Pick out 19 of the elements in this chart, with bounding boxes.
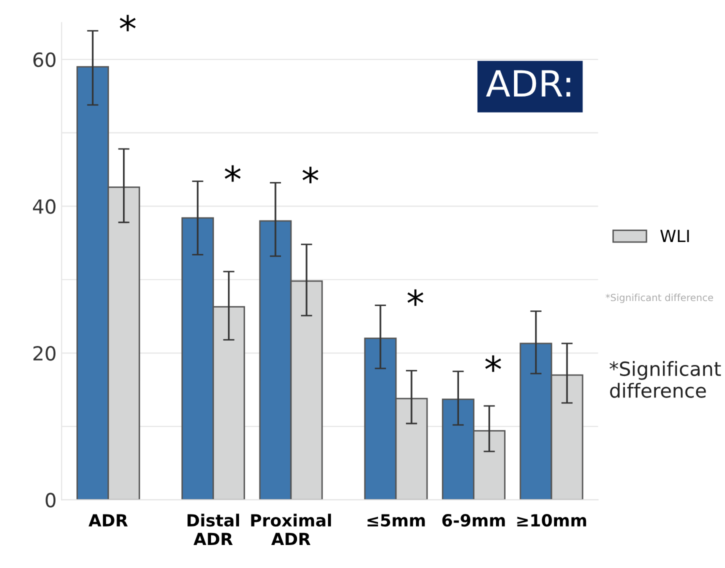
annotation: * — [120, 14, 136, 32]
annotation: * — [485, 355, 502, 372]
x-tick-label: 6-9mm — [442, 514, 505, 527]
x-tick-label: Distal ADR — [188, 514, 240, 546]
annotation: * — [302, 166, 318, 184]
legend-label: WLI — [660, 230, 689, 242]
x-tick-label: ADR — [88, 514, 128, 526]
y-tick-label: 40 — [32, 199, 56, 214]
x-tick-label: ≤5mm — [368, 514, 425, 527]
text: *Significant difference — [606, 294, 714, 304]
annotation: * — [407, 289, 424, 306]
y-tick-label: 0 — [46, 492, 56, 508]
text: *Significant difference — [610, 361, 721, 398]
y-tick-label: 20 — [33, 346, 56, 361]
x-tick-label: Proximal ADR — [251, 514, 331, 546]
y-tick-label: 60 — [33, 52, 56, 68]
text: ADR: — [486, 70, 570, 97]
annotation: * — [224, 165, 241, 182]
x-tick-label: ≥10mm — [517, 514, 586, 527]
